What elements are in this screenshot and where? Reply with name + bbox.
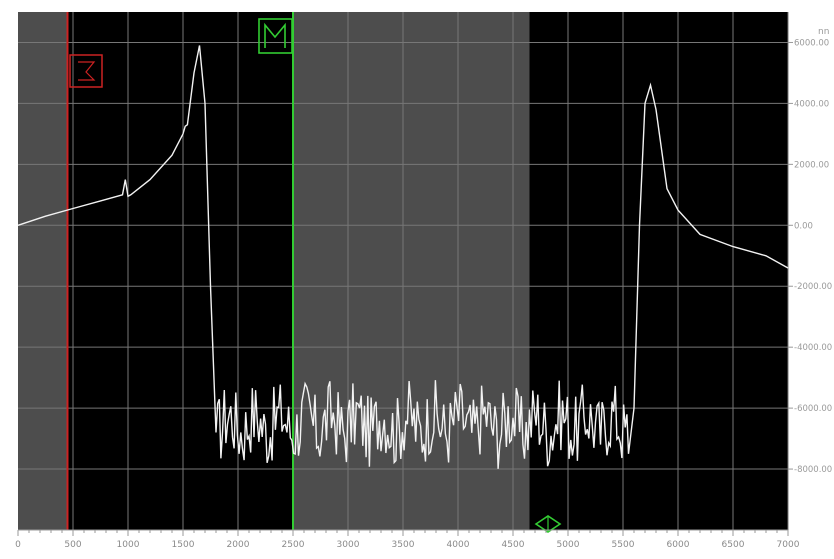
shaded-region-0 bbox=[18, 12, 68, 530]
y-unit-label: nn bbox=[818, 27, 829, 37]
x-tick-label: 2000 bbox=[227, 540, 250, 550]
y-axis: 6000.00 4000.00 2000.00 0.00 -2000.00 -4000.0… bbox=[788, 38, 832, 475]
y-tick-label: -4000.00 bbox=[794, 343, 832, 353]
bracket-marker-icon[interactable] bbox=[69, 54, 103, 88]
x-tick-label: 6500 bbox=[722, 540, 745, 550]
x-tick-label: 6000 bbox=[667, 540, 690, 550]
x-tick-label: 1000 bbox=[117, 540, 140, 550]
x-tick-label: 5500 bbox=[612, 540, 635, 550]
x-tick-label: 1500 bbox=[172, 540, 195, 550]
x-tick-label: 0 bbox=[15, 540, 21, 550]
x-tick-label: 5000 bbox=[557, 540, 580, 550]
diamond-arrow-icon[interactable] bbox=[534, 515, 562, 533]
shaded-regions bbox=[18, 12, 530, 530]
y-tick-label: 2000.00 bbox=[794, 160, 829, 170]
x-tick-label: 500 bbox=[64, 540, 81, 550]
x-tick-label: 2500 bbox=[282, 540, 305, 550]
x-tick-label: 7000 bbox=[777, 540, 800, 550]
x-tick-label: 4500 bbox=[502, 540, 525, 550]
signal-trace bbox=[17, 45, 789, 469]
x-tick-label: 4000 bbox=[447, 540, 470, 550]
x-tick-label: 3000 bbox=[337, 540, 360, 550]
shaded-region-1 bbox=[293, 12, 530, 530]
y-tick-label: 6000.00 bbox=[794, 38, 829, 48]
x-tick-label: 3500 bbox=[392, 540, 415, 550]
m-marker-icon[interactable] bbox=[258, 18, 293, 54]
y-tick-label: 0.00 bbox=[794, 221, 813, 231]
y-tick-label: -8000.00 bbox=[794, 465, 832, 475]
y-tick-label: -2000.00 bbox=[794, 282, 832, 292]
y-tick-label: -6000.00 bbox=[794, 404, 832, 414]
y-tick-label: 4000.00 bbox=[794, 99, 829, 109]
x-axis: 0 500 1000 1500 2000 2500 3000 3500 4000 4500 5000… bbox=[15, 529, 800, 550]
